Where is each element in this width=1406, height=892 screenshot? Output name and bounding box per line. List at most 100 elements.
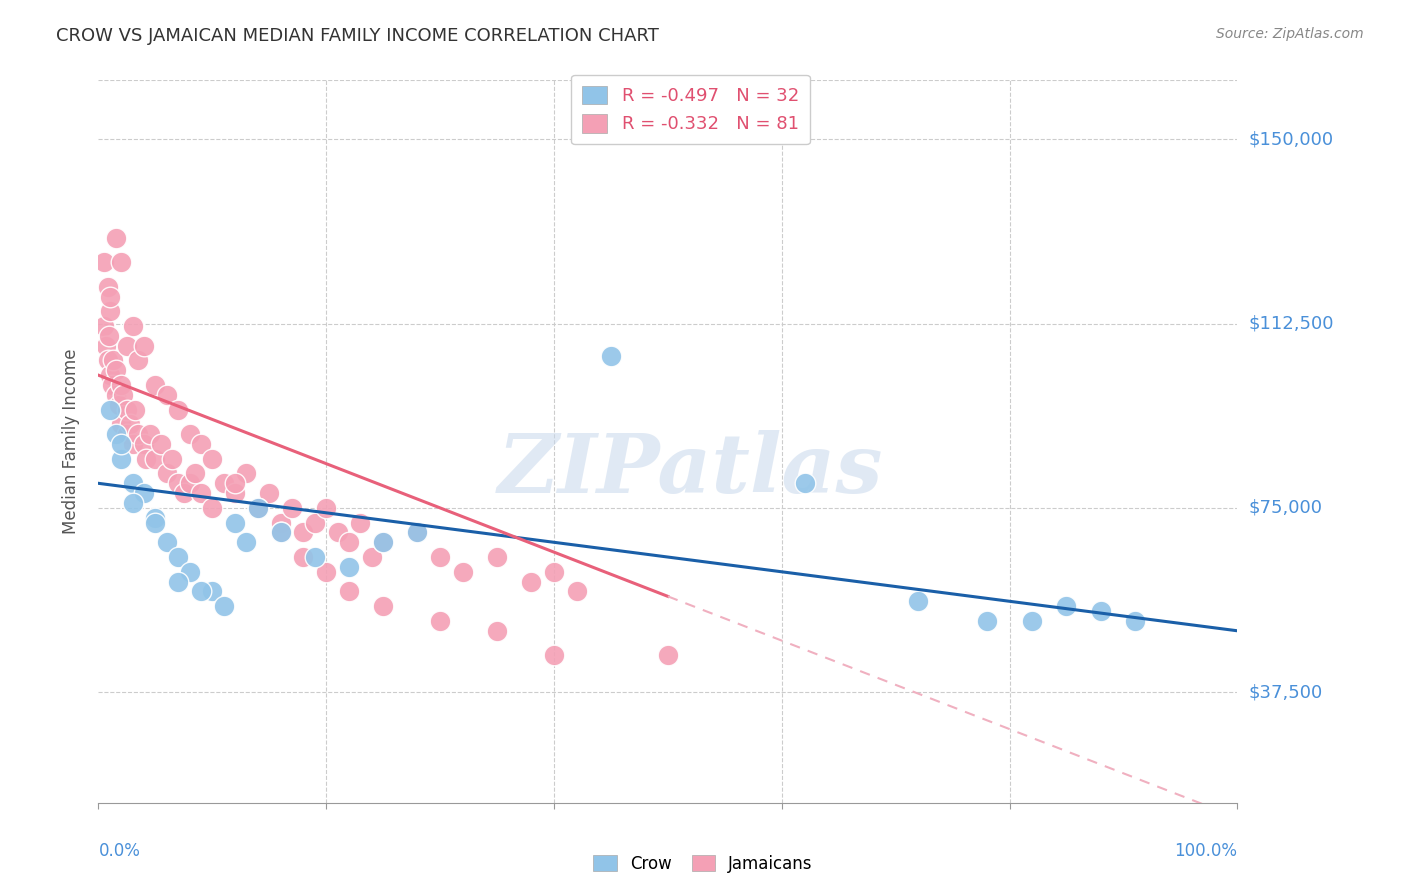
Point <box>184 467 207 481</box>
Legend: R = -0.497   N = 32, R = -0.332   N = 81: R = -0.497 N = 32, R = -0.332 N = 81 <box>571 75 810 145</box>
Point <box>793 476 815 491</box>
Point <box>97 329 120 343</box>
Point <box>132 437 155 451</box>
Point <box>156 467 179 481</box>
Point <box>190 584 212 599</box>
Point <box>201 451 224 466</box>
Point <box>124 402 146 417</box>
Text: 100.0%: 100.0% <box>1174 842 1237 860</box>
Point <box>543 648 565 663</box>
Point <box>371 535 394 549</box>
Point <box>326 525 349 540</box>
Point <box>486 624 509 638</box>
Point <box>304 516 326 530</box>
Point <box>224 476 246 491</box>
Point <box>246 500 269 515</box>
Point <box>270 525 292 540</box>
Point <box>104 363 127 377</box>
Point <box>103 353 125 368</box>
Text: CROW VS JAMAICAN MEDIAN FAMILY INCOME CORRELATION CHART: CROW VS JAMAICAN MEDIAN FAMILY INCOME CO… <box>56 27 659 45</box>
Point <box>1090 604 1112 618</box>
Point <box>135 451 157 466</box>
Point <box>451 565 474 579</box>
Point <box>600 349 623 363</box>
Point <box>907 594 929 608</box>
Point <box>371 599 394 614</box>
Point <box>167 574 190 589</box>
Point <box>190 437 212 451</box>
Point <box>121 476 143 491</box>
Point <box>96 339 118 353</box>
Point <box>429 614 451 628</box>
Point <box>270 525 292 540</box>
Point <box>486 549 509 564</box>
Point <box>110 255 132 269</box>
Point <box>104 427 127 442</box>
Point <box>201 584 224 599</box>
Text: $37,500: $37,500 <box>1249 683 1323 701</box>
Point <box>371 535 394 549</box>
Text: $75,000: $75,000 <box>1249 499 1323 516</box>
Point <box>179 476 201 491</box>
Point <box>167 476 190 491</box>
Point <box>224 516 246 530</box>
Point <box>110 437 132 451</box>
Text: $112,500: $112,500 <box>1249 315 1334 333</box>
Point <box>145 378 167 392</box>
Text: $150,000: $150,000 <box>1249 130 1333 148</box>
Point <box>120 417 142 432</box>
Point <box>156 535 179 549</box>
Point <box>565 584 588 599</box>
Point <box>235 535 257 549</box>
Point <box>138 427 160 442</box>
Point <box>145 510 167 524</box>
Point <box>246 500 269 515</box>
Point <box>360 549 382 564</box>
Point <box>98 368 121 383</box>
Point <box>173 486 195 500</box>
Point <box>224 486 246 500</box>
Point <box>270 516 292 530</box>
Point <box>337 560 360 574</box>
Point <box>543 565 565 579</box>
Point <box>145 451 167 466</box>
Point <box>121 496 143 510</box>
Point <box>349 516 371 530</box>
Point <box>112 388 135 402</box>
Point <box>315 565 337 579</box>
Point <box>167 402 190 417</box>
Legend: Crow, Jamaicans: Crow, Jamaicans <box>586 848 820 880</box>
Text: 0.0%: 0.0% <box>98 842 141 860</box>
Point <box>96 353 118 368</box>
Point <box>292 549 315 564</box>
Point <box>281 500 304 515</box>
Point <box>121 319 143 334</box>
Point <box>145 516 167 530</box>
Point <box>315 500 337 515</box>
Point <box>162 451 184 466</box>
Point <box>1021 614 1043 628</box>
Point <box>96 279 118 293</box>
Point <box>98 289 121 303</box>
Point <box>406 525 429 540</box>
Point <box>201 500 224 515</box>
Point <box>167 549 190 564</box>
Point <box>406 525 429 540</box>
Point <box>1123 614 1146 628</box>
Point <box>110 417 132 432</box>
Point <box>246 500 269 515</box>
Point <box>235 467 257 481</box>
Point <box>110 378 132 392</box>
Point <box>98 304 121 318</box>
Point <box>110 451 132 466</box>
Text: ZIPatlas: ZIPatlas <box>498 431 883 510</box>
Point <box>93 255 115 269</box>
Point <box>190 486 212 500</box>
Point <box>93 319 115 334</box>
Point <box>429 549 451 564</box>
Point <box>179 427 201 442</box>
Point <box>121 437 143 451</box>
Point <box>156 388 179 402</box>
Point <box>150 437 173 451</box>
Point <box>657 648 679 663</box>
